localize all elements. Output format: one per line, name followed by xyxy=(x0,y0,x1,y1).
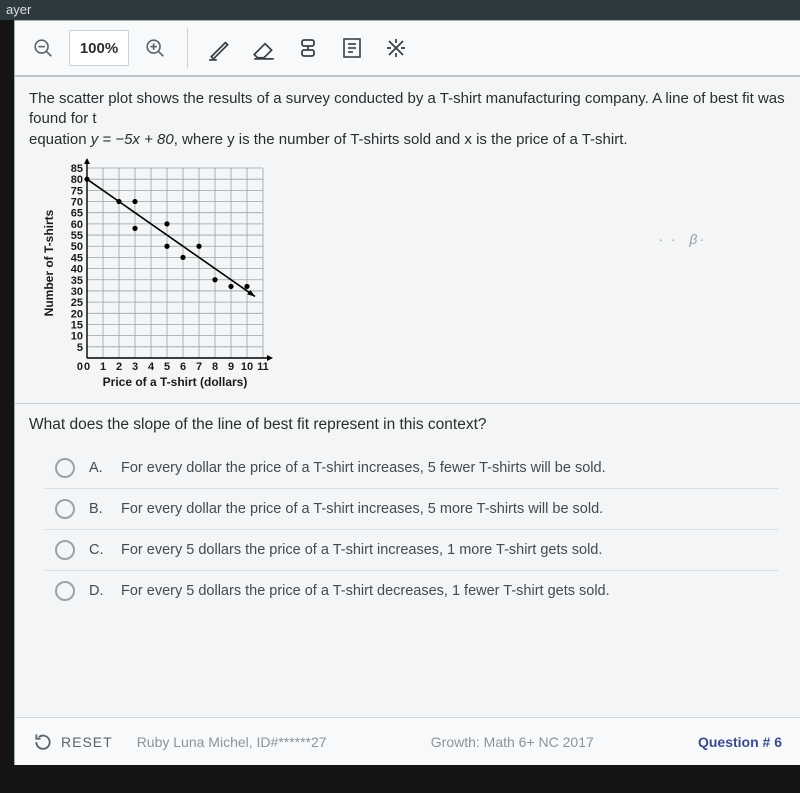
problem-equation: y = −5x + 80 xyxy=(91,131,174,148)
choice-text: For every dollar the price of a T-shirt … xyxy=(121,460,606,476)
pen-tool-button[interactable] xyxy=(200,28,240,68)
scatter-chart: 0123456789101151015202530354045505560657… xyxy=(39,158,289,393)
problem-statement: The scatter plot shows the results of a … xyxy=(15,77,800,156)
assessment-name: Growth: Math 6+ NC 2017 xyxy=(431,734,594,750)
svg-text:35: 35 xyxy=(71,275,83,287)
radio-icon xyxy=(55,540,75,560)
svg-text:75: 75 xyxy=(71,185,83,197)
svg-text:0: 0 xyxy=(77,361,83,373)
svg-text:30: 30 xyxy=(71,286,83,298)
zoom-level[interactable]: 100% xyxy=(69,30,129,66)
pen-icon xyxy=(207,35,233,61)
svg-text:Price of a T-shirt (dollars): Price of a T-shirt (dollars) xyxy=(103,375,248,389)
svg-text:80: 80 xyxy=(71,174,83,186)
svg-text:Number of T-shirts: Number of T-shirts xyxy=(42,209,56,316)
svg-text:5: 5 xyxy=(77,342,83,354)
zoom-level-text: 100% xyxy=(80,40,118,57)
radio-icon xyxy=(55,581,75,601)
eraser-icon xyxy=(251,35,277,61)
svg-text:11: 11 xyxy=(257,361,269,373)
svg-text:2: 2 xyxy=(116,361,122,373)
svg-text:85: 85 xyxy=(71,163,83,175)
zoom-in-button[interactable] xyxy=(135,28,175,68)
answer-choice-d[interactable]: D. For every 5 dollars the price of a T-s… xyxy=(45,571,778,611)
eraser-tool-button[interactable] xyxy=(244,28,284,68)
svg-text:8: 8 xyxy=(212,361,218,373)
answer-choices: A. For every dollar the price of a T-shir… xyxy=(15,444,800,621)
highlighter-tool-button[interactable] xyxy=(288,28,328,68)
highlighter-icon xyxy=(296,36,320,60)
svg-text:0: 0 xyxy=(84,361,90,373)
svg-text:4: 4 xyxy=(148,361,155,373)
answer-choice-a[interactable]: A. For every dollar the price of a T-shir… xyxy=(45,448,778,489)
svg-text:25: 25 xyxy=(71,297,83,309)
choice-text: For every 5 dollars the price of a T-shi… xyxy=(121,542,602,558)
problem-line1: The scatter plot shows the results of a … xyxy=(29,90,785,127)
svg-text:5: 5 xyxy=(164,361,170,373)
choice-letter: B. xyxy=(89,501,107,517)
svg-text:65: 65 xyxy=(71,207,83,219)
student-id: Ruby Luna Michel, ID#******27 xyxy=(137,734,327,750)
content-area: The scatter plot shows the results of a … xyxy=(15,77,800,717)
answer-choice-c[interactable]: C. For every 5 dollars the price of a T-s… xyxy=(45,530,778,571)
footer-bar: RESET Ruby Luna Michel, ID#******27 Grow… xyxy=(15,717,800,765)
svg-text:70: 70 xyxy=(71,196,83,208)
choice-letter: D. xyxy=(89,583,107,599)
choice-text: For every 5 dollars the price of a T-shi… xyxy=(121,583,610,599)
zoom-in-icon xyxy=(144,37,166,59)
choice-letter: C. xyxy=(89,542,107,558)
svg-text:55: 55 xyxy=(71,230,83,242)
svg-text:10: 10 xyxy=(71,330,83,342)
svg-text:1: 1 xyxy=(100,361,106,373)
clear-icon xyxy=(384,36,408,60)
choice-letter: A. xyxy=(89,460,107,476)
window-title-text: ayer xyxy=(6,2,31,17)
answer-choice-b[interactable]: B. For every dollar the price of a T-shir… xyxy=(45,489,778,530)
svg-text:15: 15 xyxy=(71,319,83,331)
svg-text:10: 10 xyxy=(241,361,253,373)
svg-text:60: 60 xyxy=(71,219,83,231)
reset-button[interactable]: RESET xyxy=(33,732,113,752)
svg-text:40: 40 xyxy=(71,263,83,275)
question-number: Question # 6 xyxy=(698,734,782,750)
toolbar-separator xyxy=(187,28,188,68)
zoom-out-icon xyxy=(32,37,54,59)
svg-text:3: 3 xyxy=(132,361,138,373)
app-window: 100% xyxy=(14,20,800,765)
problem-line2-suffix: , where y is the number of T-shirts sold… xyxy=(174,131,628,148)
notes-tool-button[interactable] xyxy=(332,28,372,68)
choice-text: For every dollar the price of a T-shirt … xyxy=(121,501,603,517)
reset-icon xyxy=(33,732,53,752)
svg-text:9: 9 xyxy=(228,361,234,373)
reset-label: RESET xyxy=(61,734,113,750)
svg-text:45: 45 xyxy=(71,252,83,264)
problem-line2-prefix: equation xyxy=(29,131,91,148)
svg-text:7: 7 xyxy=(196,361,202,373)
scatter-chart-container: 0123456789101151015202530354045505560657… xyxy=(15,156,800,399)
radio-icon xyxy=(55,458,75,478)
zoom-out-button[interactable] xyxy=(23,28,63,68)
clear-tool-button[interactable] xyxy=(376,28,416,68)
svg-text:6: 6 xyxy=(180,361,186,373)
question-prompt: What does the slope of the line of best … xyxy=(15,404,800,444)
radio-icon xyxy=(55,499,75,519)
svg-text:20: 20 xyxy=(71,308,83,320)
toolbar: 100% xyxy=(15,21,800,77)
svg-text:50: 50 xyxy=(71,241,83,253)
notes-icon xyxy=(340,36,364,60)
window-title-bar: ayer xyxy=(0,0,800,20)
